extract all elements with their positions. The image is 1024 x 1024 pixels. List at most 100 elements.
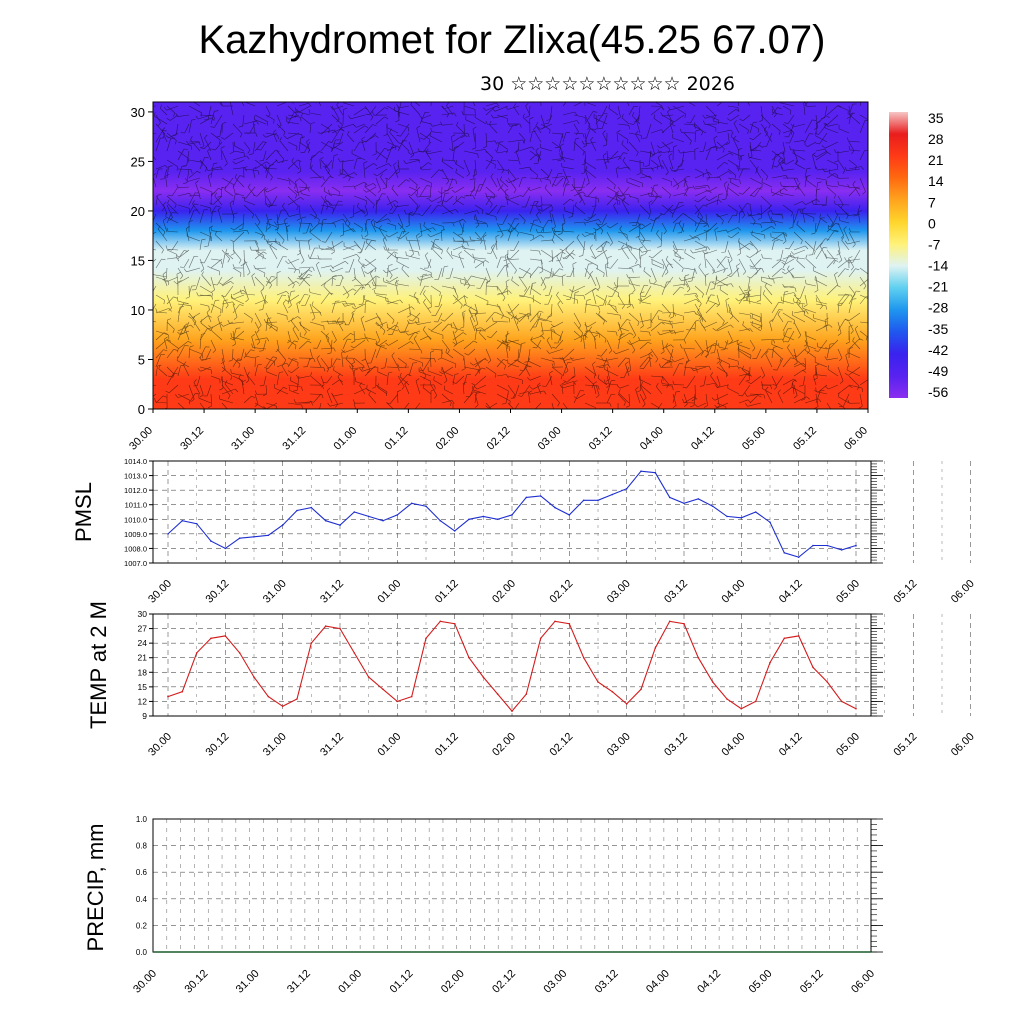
wind-barb-flag bbox=[251, 273, 255, 277]
wind-barb-flag bbox=[358, 256, 361, 261]
wind-barb bbox=[254, 357, 256, 368]
wind-barb-flag bbox=[445, 348, 448, 353]
wind-barb bbox=[431, 195, 443, 202]
wind-barb-flag bbox=[359, 382, 363, 386]
wind-barb bbox=[751, 234, 762, 242]
wind-barb bbox=[619, 327, 630, 332]
wind-barb bbox=[153, 258, 157, 263]
wind-barb bbox=[562, 252, 573, 260]
wind-barb bbox=[351, 364, 355, 377]
wind-barb bbox=[772, 220, 784, 224]
wind-barb-flag bbox=[840, 235, 844, 239]
wind-barb-flag bbox=[301, 404, 303, 409]
wind-barb bbox=[817, 168, 828, 171]
wind-barb bbox=[545, 312, 553, 322]
y-tick-label: 1012.0 bbox=[124, 486, 147, 495]
wind-barb-flag bbox=[275, 349, 280, 353]
wind-barb bbox=[763, 129, 773, 143]
wind-barb-flag bbox=[396, 135, 401, 137]
pmsl-point bbox=[597, 499, 599, 502]
wind-barb-flag bbox=[639, 248, 643, 253]
wind-barb bbox=[794, 358, 806, 368]
wind-barb-flag bbox=[660, 107, 665, 110]
wind-barb-flag bbox=[549, 370, 553, 374]
wind-barb-flag bbox=[204, 134, 208, 139]
wind-barb-flag bbox=[702, 115, 706, 119]
wind-barb bbox=[771, 192, 784, 197]
wind-barb-flag bbox=[417, 276, 421, 281]
wind-barb bbox=[155, 130, 164, 143]
wind-barb bbox=[507, 199, 520, 206]
wind-barb bbox=[716, 213, 724, 221]
wind-barb-flag bbox=[225, 248, 228, 253]
x-tick-label: 03.00 bbox=[536, 425, 564, 453]
wind-barb-flag bbox=[392, 319, 395, 324]
wind-barb bbox=[532, 384, 542, 390]
wind-barb-flag bbox=[712, 117, 714, 122]
wind-barb bbox=[749, 187, 759, 197]
wind-barb bbox=[487, 123, 498, 125]
wind-barb-flag bbox=[393, 162, 397, 166]
wind-barb bbox=[518, 267, 532, 275]
wind-barb-flag bbox=[747, 212, 750, 217]
wind-barb-flag bbox=[481, 327, 485, 331]
wind-barb bbox=[760, 204, 773, 215]
wind-barb-flag bbox=[528, 390, 533, 393]
temp-2m-point bbox=[281, 705, 284, 708]
wind-barb-flag bbox=[703, 204, 708, 207]
wind-barb bbox=[791, 256, 806, 260]
wind-barb bbox=[705, 176, 720, 179]
wind-barb bbox=[266, 323, 278, 332]
wind-barb bbox=[276, 256, 284, 269]
wind-barb bbox=[572, 204, 575, 217]
wind-barb bbox=[163, 204, 168, 215]
wind-barb bbox=[342, 213, 351, 224]
wind-barb-flag bbox=[641, 223, 645, 227]
wind-barb bbox=[540, 321, 544, 335]
wind-barb bbox=[657, 402, 663, 409]
wind-barb-flag bbox=[583, 295, 586, 300]
wind-barb bbox=[260, 291, 267, 305]
wind-barb bbox=[408, 177, 418, 186]
wind-barb bbox=[672, 177, 680, 187]
wind-barb bbox=[318, 102, 322, 107]
wind-barb-flag bbox=[728, 272, 733, 276]
wind-barb-flag bbox=[638, 226, 642, 230]
wind-barb bbox=[646, 123, 652, 139]
wind-barb-flag bbox=[838, 259, 843, 263]
wind-barb-flag bbox=[710, 372, 714, 376]
wind-barb bbox=[650, 258, 664, 266]
wind-barb-flag bbox=[725, 142, 730, 146]
wind-barb-flag bbox=[348, 177, 351, 182]
wind-barb-flag bbox=[183, 302, 189, 304]
wind-barb-flag bbox=[473, 386, 478, 390]
wind-barb bbox=[767, 212, 773, 224]
wind-barb-flag bbox=[762, 268, 764, 273]
wind-barb bbox=[233, 222, 245, 231]
wind-barb-flag bbox=[495, 149, 498, 154]
wind-barb-flag bbox=[743, 289, 748, 292]
wind-barb bbox=[559, 249, 564, 261]
wind-barb-flag bbox=[321, 394, 324, 399]
wind-barb-flag bbox=[623, 152, 628, 154]
wind-barb-flag bbox=[416, 233, 420, 236]
wind-barb-flag bbox=[581, 233, 585, 237]
wind-barb bbox=[694, 168, 704, 174]
wind-barb bbox=[815, 114, 818, 128]
wind-barb bbox=[621, 144, 630, 152]
wind-barb bbox=[628, 264, 639, 269]
wind-barb bbox=[298, 294, 305, 305]
wind-barb-flag bbox=[728, 171, 732, 175]
wind-barb bbox=[232, 175, 240, 188]
wind-barb bbox=[419, 162, 429, 170]
wind-barb-flag bbox=[472, 253, 474, 258]
wind-barb-flag bbox=[791, 130, 795, 134]
x-tick-label: 02.00 bbox=[434, 425, 462, 453]
wind-barb-flag bbox=[828, 324, 833, 328]
wind-barb bbox=[254, 299, 265, 305]
wind-barb bbox=[782, 328, 788, 341]
wind-barb-flag bbox=[297, 316, 301, 320]
wind-barb bbox=[305, 294, 311, 306]
wind-barb bbox=[266, 402, 278, 409]
wind-barb bbox=[584, 321, 588, 333]
